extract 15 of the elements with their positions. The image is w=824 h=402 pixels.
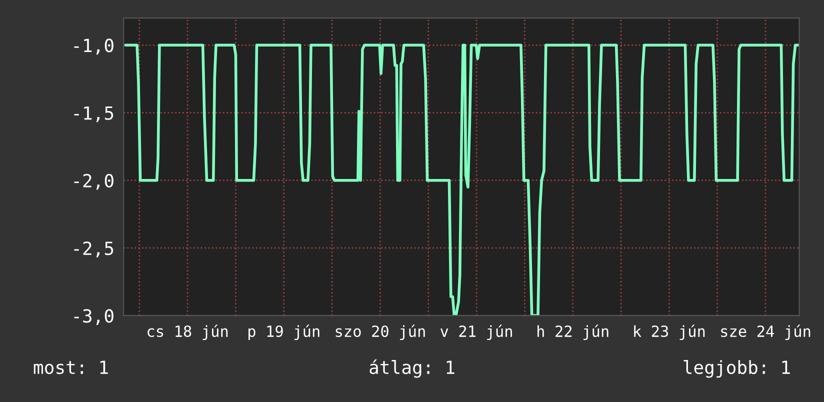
y-tick-label: -2,5 xyxy=(74,241,114,258)
x-tick-label: h 22 jún xyxy=(538,324,608,340)
text: most: 1 xyxy=(34,360,108,374)
text: legjobb: 1 xyxy=(684,360,790,378)
x-tick-label: p 19 jún xyxy=(248,324,320,340)
y-tick-label: -1,0 xyxy=(74,38,114,55)
x-tick-label: sze 24 jún xyxy=(721,324,810,340)
text: átlag: 1 xyxy=(370,359,454,378)
y-tick-label: -3,0 xyxy=(74,309,114,326)
x-tick-label: k 23 jún xyxy=(634,324,705,340)
x-tick-label: szo 20 jún xyxy=(336,324,425,340)
y-tick-label: -2,0 xyxy=(74,174,114,190)
x-tick-label: cs 18 jún xyxy=(148,324,228,340)
x-tick-label: v 21 jún xyxy=(440,324,512,340)
y-tick-label: -1,5 xyxy=(74,106,114,122)
